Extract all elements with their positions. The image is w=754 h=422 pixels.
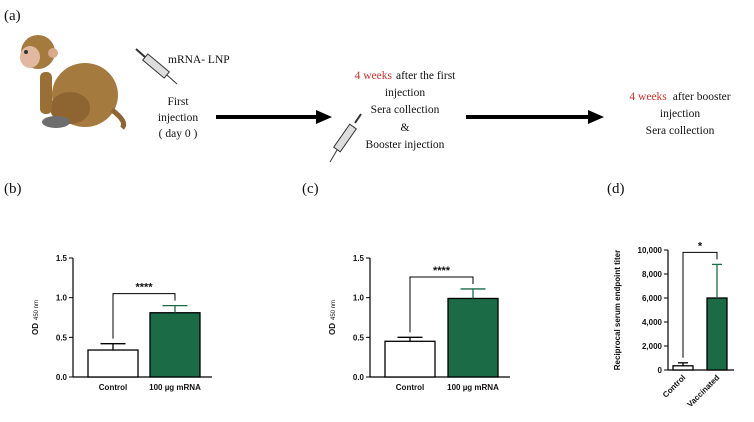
step-text: after the first [396,70,456,82]
x-tick-label: 100 µg mRNA [447,383,499,392]
arrow [216,110,332,124]
vaccine-label: mRNA- LNP [168,54,230,66]
syringe-icon [329,113,362,163]
panel-label: (a) [4,8,21,24]
step-text: Booster injection [366,139,445,151]
x-tick-label: 100 µg mRNA [149,383,201,392]
highlight: 4 weeks [355,70,393,82]
bar [384,340,436,378]
bar [447,297,499,378]
x-tick-label: Vaccinated [685,373,721,409]
y-tick-label: 1.0 [353,294,365,303]
y-tick-label: 0.0 [353,373,365,382]
step-text: & [401,122,410,134]
significance-bracket [409,276,474,333]
y-tick-label: 6,000 [642,294,663,303]
y-tick-label: 10,000 [638,246,663,255]
panel-label: (b) [4,181,22,197]
syringe-icon [135,48,178,85]
y-axis-label: Reciprocal serum endpoint titer [613,250,622,370]
panel-label: (d) [607,181,625,197]
y-axis-label-subscript: 450 nm [331,300,337,320]
y-tick-label: 1.5 [56,254,68,263]
bar [706,297,728,371]
significance-bracket [682,251,718,358]
step-text: Sera collection [371,104,440,116]
step-text: ( day 0 ) [159,128,198,140]
monkey-illustration [20,35,127,130]
x-tick-label: Control [661,373,687,399]
y-axis-label: OD 450 nm [31,300,40,335]
y-axis-label-subscript: 450 nm [34,300,40,320]
step-text: injection [158,112,198,124]
significance-label: * [698,240,703,252]
significance-label: **** [433,265,451,277]
bar [87,349,139,378]
step-text: after booster [673,91,731,103]
y-tick-label: 1.5 [353,254,365,263]
y-tick-label: 4,000 [642,318,663,327]
step-text: injection [385,87,425,99]
highlight: 4 weeks [629,91,667,103]
y-axis-label: OD [31,323,40,335]
step-text: 4 weeks after booster [629,91,730,103]
arrow [466,110,604,124]
y-tick-label: 0.0 [56,373,68,382]
x-tick-label: Control [396,383,424,392]
y-axis-label: OD [328,323,337,335]
y-axis-label: OD 450 nm [328,300,337,335]
y-tick-label: 0.5 [56,333,68,342]
y-tick-label: 2,000 [642,342,663,351]
panel-label: (c) [302,181,319,197]
y-tick-label: 0.5 [353,333,365,342]
step-text: injection [660,108,700,120]
y-tick-label: 8,000 [642,270,663,279]
significance-bracket [112,293,176,339]
bar [149,312,201,378]
x-tick-label: Control [99,383,127,392]
step-text: 4 weeks after the first [355,70,457,82]
step-text: Sera collection [646,125,715,137]
step-text: First [167,96,189,108]
significance-label: **** [135,282,153,294]
y-tick-label: 0 [658,366,663,375]
y-tick-label: 1.0 [56,294,68,303]
bar [672,365,694,371]
